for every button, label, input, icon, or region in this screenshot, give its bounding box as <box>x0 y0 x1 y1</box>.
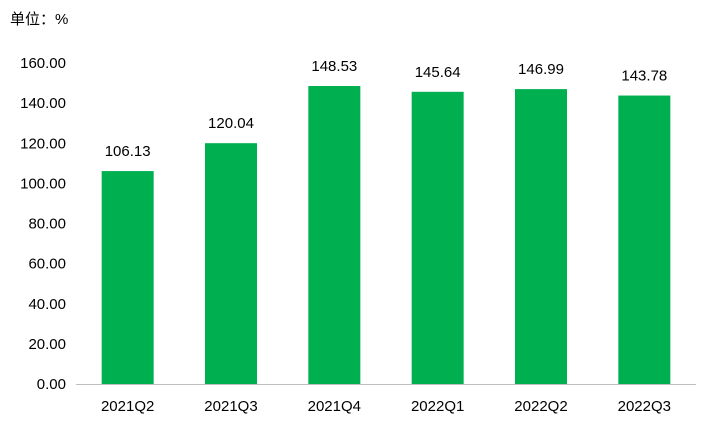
bar <box>515 89 567 384</box>
y-tick-label: 140.00 <box>20 95 66 112</box>
x-tick-label: 2022Q3 <box>618 398 671 415</box>
y-axis-ticks: 0.00 20.00 40.00 60.00 80.00 100.00 120.00 140.… <box>20 55 66 393</box>
y-tick-label: 40.00 <box>28 296 66 313</box>
data-label: 120.04 <box>208 115 254 132</box>
data-labels: 106.13 120.04 148.53 145.64 146.99 143.78 <box>105 58 668 160</box>
y-tick-label: 160.00 <box>20 55 66 72</box>
x-tick-label: 2022Q2 <box>514 398 567 415</box>
bar <box>411 91 464 384</box>
x-tick-label: 2022Q1 <box>411 398 464 415</box>
bar <box>101 171 154 384</box>
x-axis-ticks: 2021Q2 2021Q3 2021Q4 2022Q1 2022Q2 2022Q3 <box>101 398 671 415</box>
x-tick-label: 2021Q3 <box>204 398 257 415</box>
data-label: 143.78 <box>621 68 667 85</box>
bar <box>205 143 257 384</box>
bar <box>308 86 361 384</box>
y-tick-label: 80.00 <box>28 216 66 233</box>
y-tick-label: 20.00 <box>28 336 66 353</box>
data-label: 148.53 <box>311 58 357 75</box>
bars <box>101 86 671 384</box>
y-tick-label: 100.00 <box>20 175 66 192</box>
bar <box>618 95 671 384</box>
data-label: 106.13 <box>105 143 151 160</box>
x-tick-label: 2021Q4 <box>308 398 361 415</box>
y-tick-label: 0.00 <box>37 376 66 393</box>
data-label: 145.64 <box>415 64 461 81</box>
y-tick-label: 120.00 <box>20 135 66 152</box>
unit-label: 单位：% <box>10 11 69 28</box>
x-tick-label: 2021Q2 <box>101 398 154 415</box>
data-label: 146.99 <box>518 61 564 78</box>
y-tick-label: 60.00 <box>28 256 66 273</box>
